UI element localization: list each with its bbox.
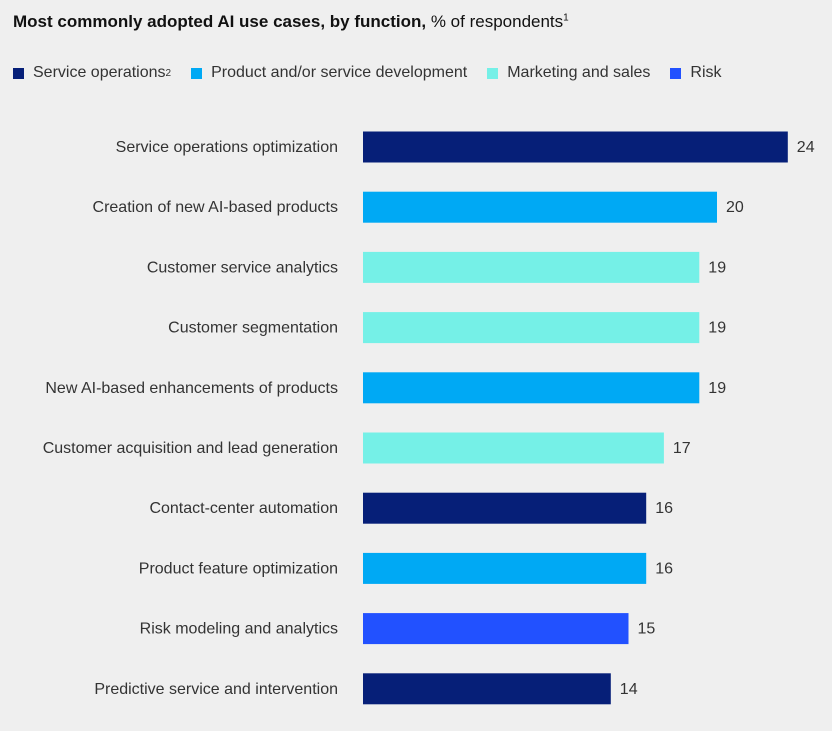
title-main: Most commonly adopted AI use cases, by f… — [13, 12, 427, 31]
bar — [363, 251, 700, 283]
value-label: 19 — [708, 380, 726, 397]
bar — [363, 432, 664, 464]
bar — [363, 552, 647, 584]
legend-swatch — [13, 67, 24, 79]
category-label: Customer service analytics — [147, 259, 338, 276]
value-label: 16 — [655, 560, 673, 577]
bar-row: Service operations optimization 24 — [116, 131, 815, 163]
legend-footnote: 2 — [165, 67, 172, 79]
bar — [363, 312, 700, 344]
bar — [363, 372, 700, 404]
bar-row: New AI-based enhancements of products 19 — [45, 372, 726, 404]
legend-label: Product and/or service development — [211, 64, 468, 81]
bar-row: Contact-center automation 16 — [149, 492, 673, 524]
value-label: 19 — [708, 320, 726, 337]
bar — [363, 131, 788, 163]
title-footnote: 1 — [563, 12, 569, 24]
chart-title: Most commonly adopted AI use cases, by f… — [13, 12, 569, 32]
category-label: Risk modeling and analytics — [140, 621, 338, 638]
value-label: 24 — [797, 139, 815, 156]
legend-item-product-development: Product and/or service development — [191, 64, 467, 82]
legend-swatch — [191, 67, 203, 79]
bar — [363, 673, 611, 705]
bar — [363, 613, 629, 645]
category-label: New AI-based enhancements of products — [45, 380, 338, 397]
title-subtitle: % of respondents — [430, 12, 564, 31]
bar — [363, 492, 647, 524]
bar-row: Risk modeling and analytics 15 — [140, 613, 656, 645]
value-label: 15 — [638, 621, 656, 638]
legend-item-marketing-sales: Marketing and sales — [487, 64, 650, 82]
legend-label: Risk — [690, 64, 722, 81]
value-label: 14 — [620, 681, 638, 698]
legend-label: Marketing and sales — [507, 64, 651, 81]
legend-swatch — [670, 67, 682, 79]
legend-label: Service operations — [33, 64, 166, 81]
category-label: Contact-center automation — [149, 500, 338, 517]
bar-row: Predictive service and intervention 14 — [94, 673, 638, 705]
value-label: 16 — [655, 500, 673, 517]
legend: Service operations 2 Product and/or servi… — [13, 64, 742, 82]
legend-swatch — [487, 67, 499, 79]
value-label: 19 — [708, 259, 726, 276]
bar — [363, 191, 717, 223]
category-label: Creation of new AI-based products — [93, 199, 338, 216]
bar-row: Customer acquisition and lead generation… — [43, 432, 691, 464]
category-label: Customer acquisition and lead generation — [43, 440, 338, 457]
category-label: Customer segmentation — [168, 320, 338, 337]
bar-row: Product feature optimization 16 — [139, 552, 673, 584]
legend-item-service-operations: Service operations 2 — [13, 64, 171, 82]
value-label: 20 — [726, 199, 744, 216]
legend-item-risk: Risk — [670, 64, 722, 82]
bar-row: Creation of new AI-based products 20 — [93, 191, 744, 223]
bar-row: Customer segmentation 19 — [168, 312, 726, 344]
category-label: Service operations optimization — [116, 139, 338, 156]
category-label: Predictive service and intervention — [94, 681, 338, 698]
category-label: Product feature optimization — [139, 560, 338, 577]
bar-row: Customer service analytics 19 — [147, 251, 726, 283]
value-label: 17 — [673, 440, 691, 457]
